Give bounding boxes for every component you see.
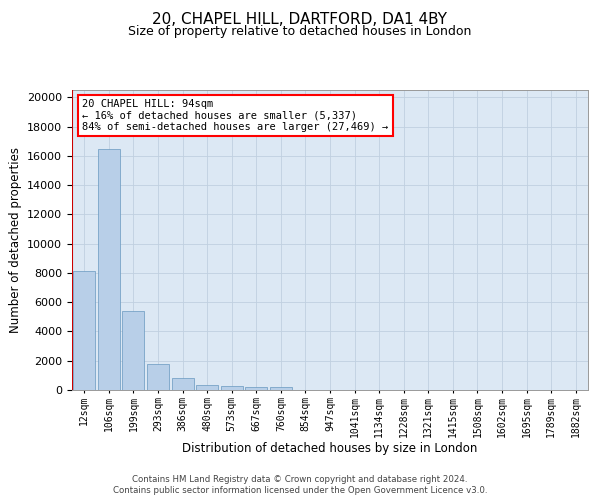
Text: Size of property relative to detached houses in London: Size of property relative to detached ho…	[128, 25, 472, 38]
X-axis label: Distribution of detached houses by size in London: Distribution of detached houses by size …	[182, 442, 478, 455]
Bar	[98, 148, 120, 390]
Bar	[245, 387, 268, 390]
Text: 20, CHAPEL HILL, DARTFORD, DA1 4BY: 20, CHAPEL HILL, DARTFORD, DA1 4BY	[152, 12, 448, 28]
Bar	[270, 387, 292, 390]
Bar	[122, 311, 145, 390]
Text: Contains public sector information licensed under the Open Government Licence v3: Contains public sector information licen…	[113, 486, 487, 495]
Bar	[147, 364, 169, 390]
Bar	[73, 272, 95, 390]
Text: Contains HM Land Registry data © Crown copyright and database right 2024.: Contains HM Land Registry data © Crown c…	[132, 475, 468, 484]
Y-axis label: Number of detached properties: Number of detached properties	[8, 147, 22, 333]
Text: 20 CHAPEL HILL: 94sqm
← 16% of detached houses are smaller (5,337)
84% of semi-d: 20 CHAPEL HILL: 94sqm ← 16% of detached …	[82, 99, 389, 132]
Bar	[196, 385, 218, 390]
Bar	[172, 378, 194, 390]
Bar	[221, 386, 243, 390]
